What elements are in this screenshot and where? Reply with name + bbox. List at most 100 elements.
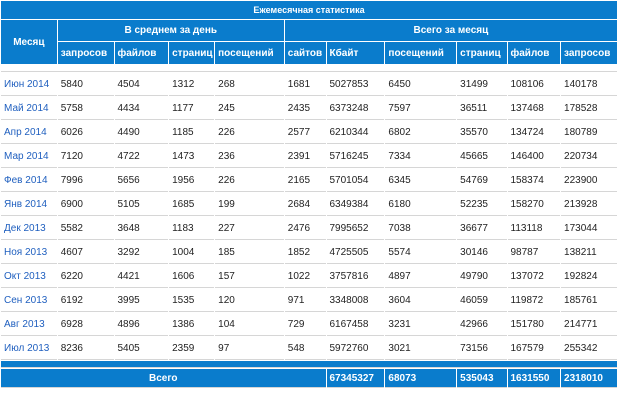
monthly-value: 138211 (561, 241, 617, 264)
month-cell: Мар 2014 (1, 145, 57, 168)
monthly-value: 173044 (561, 217, 617, 240)
month-row: Янв 2014 6900 5105 1685 199 2684 6349384 6180 52… (1, 193, 617, 216)
monthly-value: 167579 (507, 337, 561, 360)
daily-value: 3995 (114, 289, 169, 312)
monthly-value: 255342 (561, 337, 617, 360)
monthly-value: 223900 (561, 169, 617, 192)
month-link[interactable]: Авг 2013 (4, 318, 45, 330)
daily-value: 4434 (114, 97, 169, 120)
daily-value: 1312 (169, 73, 215, 96)
monthly-value: 158270 (507, 193, 561, 216)
month-cell: Май 2014 (1, 97, 57, 120)
month-cell: Сен 2013 (1, 289, 57, 312)
month-link[interactable]: Окт 2013 (4, 270, 46, 282)
monthly-value: 2577 (284, 121, 326, 144)
month-row: Мар 2014 7120 4722 1473 236 2391 5716245 7334 45… (1, 145, 617, 168)
monthly-value: 2391 (284, 145, 326, 168)
month-link[interactable]: Май 2014 (4, 102, 49, 114)
total-row: Всего 67345327 68073 535043 1631550 2318010 (1, 369, 617, 388)
monthly-value: 45665 (457, 145, 507, 168)
month-link[interactable]: Июн 2014 (4, 78, 50, 90)
month-link[interactable]: Сен 2013 (4, 294, 48, 306)
monthly-value: 2476 (284, 217, 326, 240)
daily-value: 4896 (114, 313, 169, 336)
monthly-value: 971 (284, 289, 326, 312)
monthly-value: 6450 (385, 73, 457, 96)
monthly-value: 3757816 (326, 265, 385, 288)
month-link[interactable]: Ноя 2013 (4, 246, 48, 258)
daily-value: 185 (215, 241, 284, 264)
daily-value: 1386 (169, 313, 215, 336)
monthly-value: 36511 (457, 97, 507, 120)
daily-value: 5758 (57, 97, 114, 120)
daily-value: 6220 (57, 265, 114, 288)
daily-value: 1606 (169, 265, 215, 288)
monthly-value: 146400 (507, 145, 561, 168)
monthly-value: 6345 (385, 169, 457, 192)
month-cell: Окт 2013 (1, 265, 57, 288)
daily-value: 4607 (57, 241, 114, 264)
daily-group-header: В среднем за день (57, 20, 284, 41)
monthly-value: 6210344 (326, 121, 385, 144)
month-cell: Апр 2014 (1, 121, 57, 144)
month-row: Дек 2013 5582 3648 1183 227 2476 7995652 7038 36… (1, 217, 617, 240)
month-row: Фев 2014 7996 5656 1956 226 2165 5701054 6345 54… (1, 169, 617, 192)
monthly-value: 2165 (284, 169, 326, 192)
monthly-stats-table: Ежемесячная статистика Месяц В среднем за… (1, 1, 617, 388)
daily-value: 1177 (169, 97, 215, 120)
daily-value: 5582 (57, 217, 114, 240)
daily-value: 4722 (114, 145, 169, 168)
daily-value: 2359 (169, 337, 215, 360)
daily-value: 1473 (169, 145, 215, 168)
column-header: запросов (561, 42, 617, 64)
monthly-value: 192824 (561, 265, 617, 288)
daily-value: 4421 (114, 265, 169, 288)
daily-value: 104 (215, 313, 284, 336)
daily-value: 3648 (114, 217, 169, 240)
daily-value: 4504 (114, 73, 169, 96)
spacer (1, 361, 617, 368)
monthly-value: 178528 (561, 97, 617, 120)
monthly-value: 113118 (507, 217, 561, 240)
monthly-value: 151780 (507, 313, 561, 336)
daily-value: 3292 (114, 241, 169, 264)
daily-value: 1535 (169, 289, 215, 312)
column-header: посещений (385, 42, 457, 64)
daily-value: 199 (215, 193, 284, 216)
monthly-value: 46059 (457, 289, 507, 312)
monthly-value: 73156 (457, 337, 507, 360)
total-value: 535043 (457, 369, 507, 388)
monthly-value: 4725505 (326, 241, 385, 264)
month-row: Окт 2013 6220 4421 1606 157 1022 3757816 4897 49… (1, 265, 617, 288)
monthly-value: 5716245 (326, 145, 385, 168)
column-header: посещений (215, 42, 284, 64)
daily-value: 227 (215, 217, 284, 240)
monthly-value: 140178 (561, 73, 617, 96)
spacer-row (1, 361, 617, 368)
monthly-value: 7597 (385, 97, 457, 120)
monthly-value: 3604 (385, 289, 457, 312)
daily-value: 6900 (57, 193, 114, 216)
month-link[interactable]: Дек 2013 (4, 222, 46, 234)
daily-value: 1956 (169, 169, 215, 192)
month-row: Июл 2013 8236 5405 2359 97 548 5972760 3021 7315… (1, 337, 617, 360)
daily-value: 5105 (114, 193, 169, 216)
month-link[interactable]: Апр 2014 (4, 126, 47, 138)
monthly-value: 4897 (385, 265, 457, 288)
monthly-value: 548 (284, 337, 326, 360)
monthly-value: 1022 (284, 265, 326, 288)
month-link[interactable]: Янв 2014 (4, 198, 48, 210)
column-header: файлов (507, 42, 561, 64)
month-cell: Июл 2013 (1, 337, 57, 360)
monthly-value: 2435 (284, 97, 326, 120)
month-link[interactable]: Фев 2014 (4, 174, 48, 186)
monthly-value: 36677 (457, 217, 507, 240)
month-row: Июн 2014 5840 4504 1312 268 1681 5027853 6450 31… (1, 73, 617, 96)
month-link[interactable]: Июл 2013 (4, 342, 50, 354)
daily-value: 6026 (57, 121, 114, 144)
monthly-value: 5574 (385, 241, 457, 264)
daily-value: 4490 (114, 121, 169, 144)
month-link[interactable]: Мар 2014 (4, 150, 49, 162)
month-cell: Авг 2013 (1, 313, 57, 336)
